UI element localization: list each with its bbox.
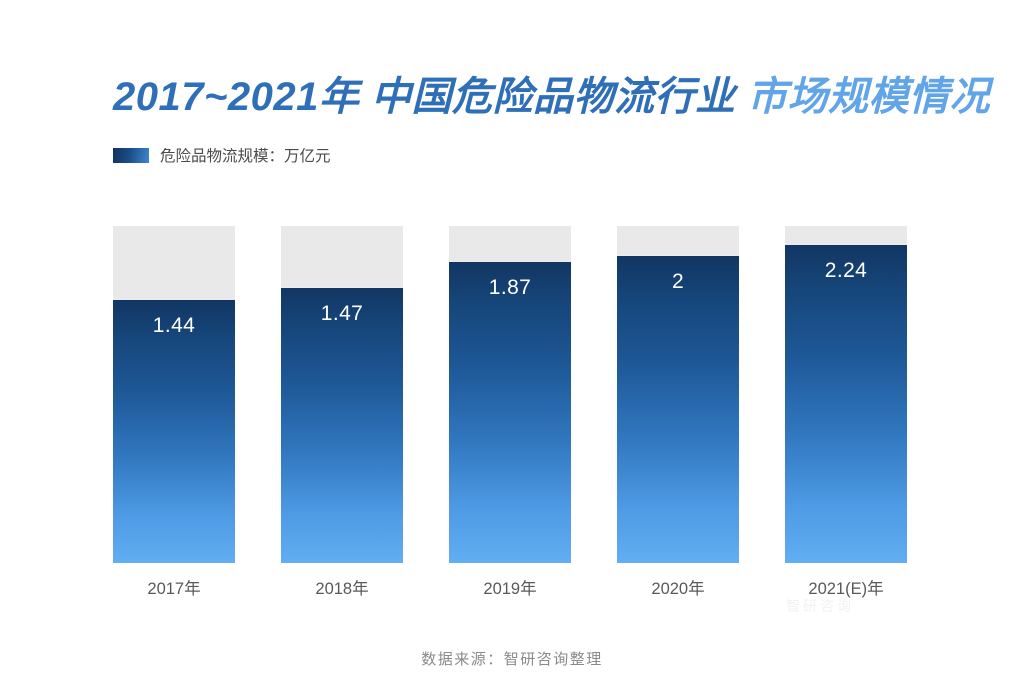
- bar-value-label: 1.47: [320, 302, 364, 326]
- legend-item-label: 危险品物流规模：万亿元: [160, 148, 331, 165]
- bar-value-label: 2.24: [824, 258, 868, 282]
- chart-plot-area: 1.44 1.47 1.87 2 2.24: [113, 226, 907, 563]
- chart-title-accent: 市场规模情况: [747, 75, 991, 119]
- bar-fill[interactable]: 1.47: [281, 288, 403, 563]
- bar-fill[interactable]: 1.44: [113, 300, 235, 563]
- category-axis: 2017年 2018年 2019年 2020年 2021(E)年: [113, 575, 907, 599]
- bar-fill[interactable]: 2.24: [785, 244, 907, 563]
- watermark: 智研咨询: [786, 598, 854, 614]
- chart-title-primary: 2017~2021年 中国危险品物流行业: [113, 75, 748, 119]
- bar-value-label: 1.87: [488, 276, 532, 300]
- page-title: 2017~2021年 中国危险品物流行业 市场规模情况: [113, 72, 990, 122]
- bar-value-label: 2: [671, 270, 685, 293]
- category-label-2017: 2017年: [147, 580, 201, 598]
- category-label-2020: 2020年: [651, 580, 705, 598]
- bar-group-2017: 1.44: [113, 226, 235, 563]
- bar-group-2021e: 2.24: [785, 226, 907, 563]
- bar-fill[interactable]: 1.87: [449, 262, 571, 563]
- category-label-2019: 2019年: [483, 580, 537, 598]
- category-label-2018: 2018年: [315, 580, 369, 598]
- category-label-2021e: 2021(E)年: [808, 580, 884, 598]
- chart-source-note: 数据来源：智研咨询整理: [421, 651, 603, 668]
- bar-fill[interactable]: 2: [617, 256, 739, 563]
- chart-header: 2017~2021年 中国危险品物流行业 市场规模情况: [113, 72, 990, 122]
- chart-legend: 危险品物流规模：万亿元: [113, 144, 331, 166]
- legend-color-swatch-icon: [113, 147, 149, 163]
- bar-group-2018: 1.47: [281, 226, 403, 563]
- bar-group-2020: 2: [617, 226, 739, 563]
- bar-value-label: 1.44: [152, 314, 196, 338]
- bar-group-2019: 1.87: [449, 226, 571, 563]
